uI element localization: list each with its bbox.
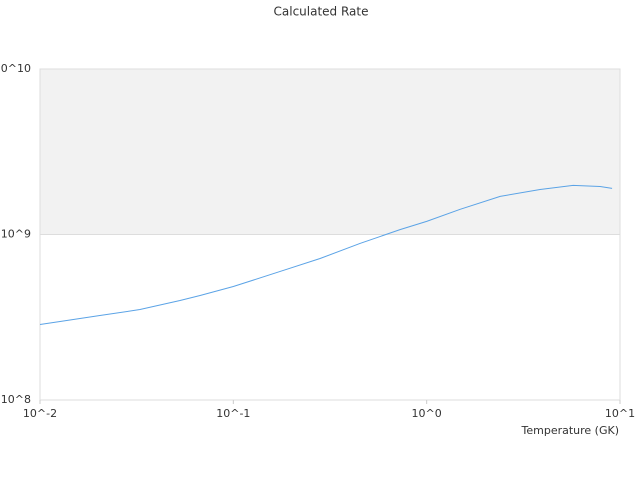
x-tick-label: 10^0 xyxy=(412,407,442,420)
x-tick-label: 10^1 xyxy=(605,407,635,420)
plot-band xyxy=(40,69,620,235)
y-tick-label: 10^9 xyxy=(1,228,31,241)
x-tick-label: 10^-1 xyxy=(216,407,250,420)
y-tick-label: 10^10 xyxy=(0,62,31,75)
x-axis-label: Temperature (GK) xyxy=(521,424,620,437)
data-line xyxy=(39,184,613,325)
chart-title: Calculated Rate xyxy=(274,5,369,19)
y-tick-label: 10^8 xyxy=(1,393,31,406)
x-tick-label: 10^-2 xyxy=(23,407,57,420)
